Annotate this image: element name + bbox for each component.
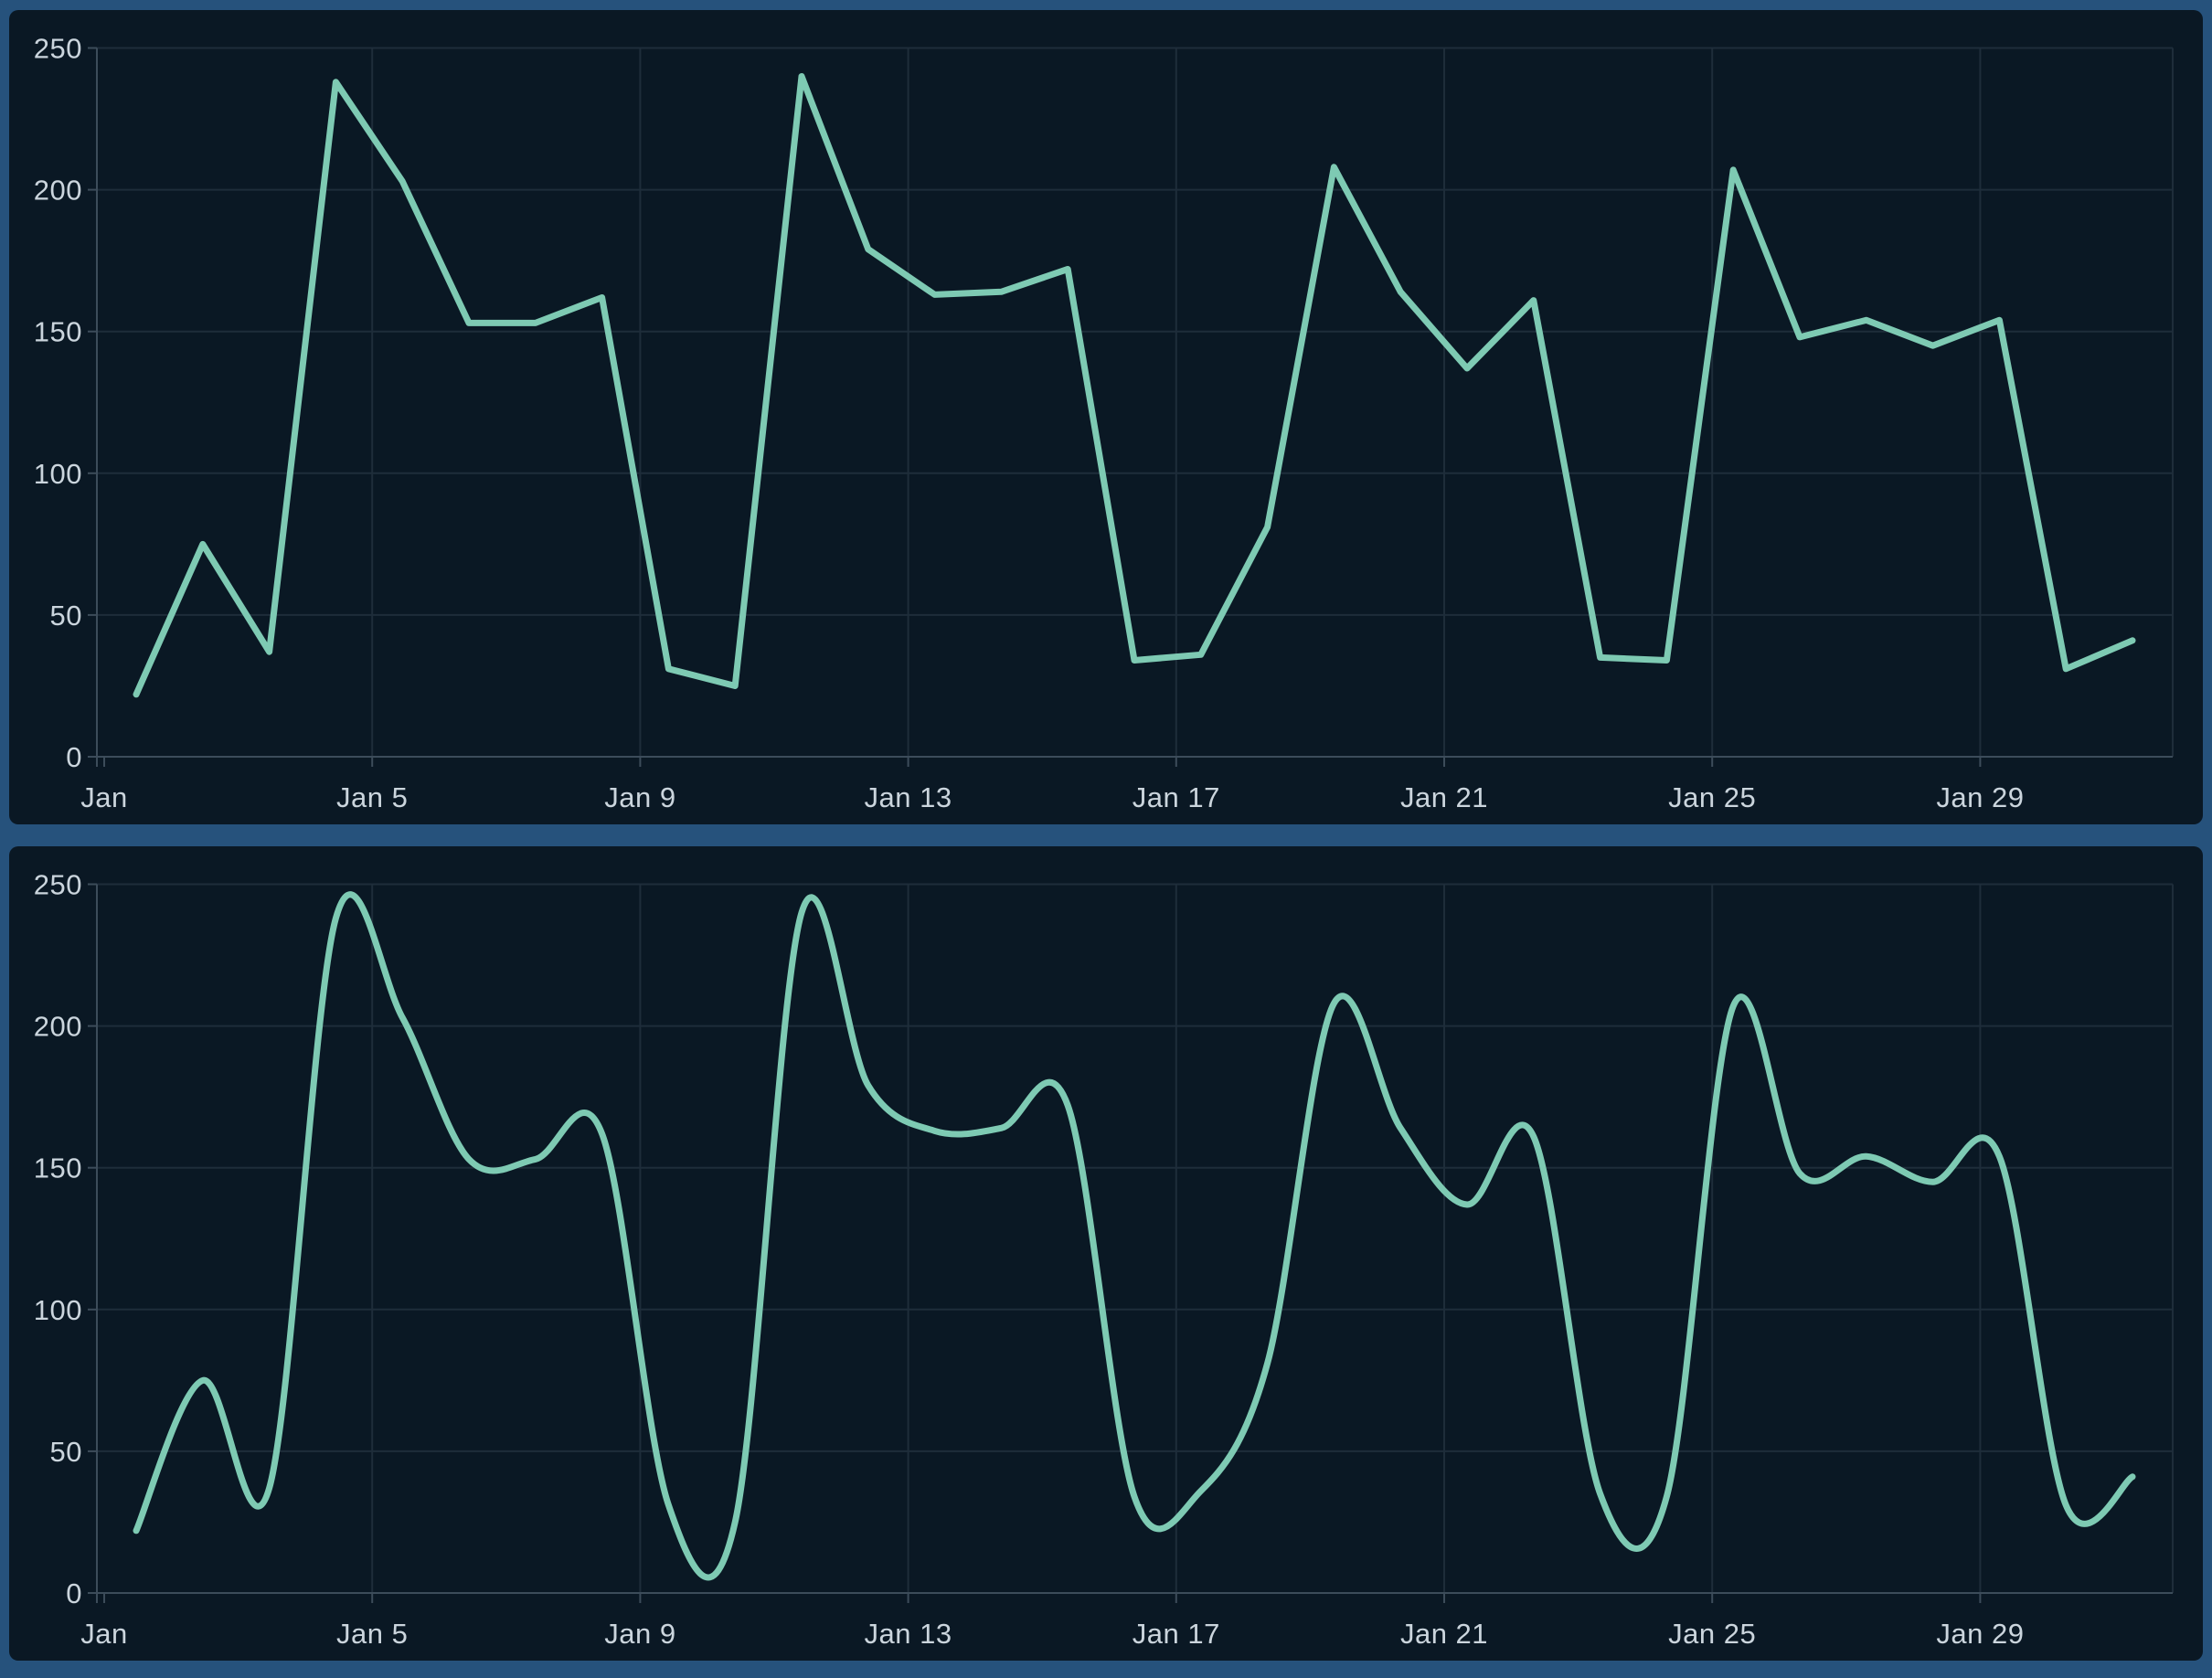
x-tick-label: Jan 9 xyxy=(604,1618,675,1650)
x-tick-label: Jan 9 xyxy=(604,781,675,813)
y-tick-label: 250 xyxy=(34,33,82,65)
y-tick-label: 150 xyxy=(34,316,82,348)
x-tick-label: Jan 25 xyxy=(1668,781,1756,813)
series-line xyxy=(133,73,2136,698)
x-tick-label: Jan 13 xyxy=(865,1618,952,1650)
x-tick-label: Jan 5 xyxy=(336,1618,408,1650)
x-tick-label: Jan 29 xyxy=(1936,781,2024,813)
y-tick-label: 250 xyxy=(34,869,82,901)
x-tick-label: Jan 25 xyxy=(1668,1618,1756,1650)
x-tick-label: Jan 5 xyxy=(336,781,408,813)
y-tick-label: 50 xyxy=(50,600,82,632)
x-tick-label: Jan 21 xyxy=(1400,781,1488,813)
y-tick-label: 100 xyxy=(34,458,82,490)
x-tick-label: Jan 13 xyxy=(865,781,952,813)
y-tick-label: 150 xyxy=(34,1152,82,1184)
top-chart-panel: 0 50 100 150 200 250 Jan Jan 5 Jan 9 Jan 13 Jan 17… xyxy=(9,10,2203,824)
line-chart-smoothed[interactable]: 0 50 100 150 200 250 Jan Jan 5 Jan 9 Jan 13 Jan 17… xyxy=(9,846,2203,1661)
bottom-chart-panel: 0 50 100 150 200 250 Jan Jan 5 Jan 9 Jan 13 Jan 17… xyxy=(9,846,2203,1661)
y-tick-label: 0 xyxy=(66,741,82,773)
y-tick-label: 200 xyxy=(34,175,82,207)
x-tick-label: Jan 17 xyxy=(1133,1618,1220,1650)
y-tick-label: 50 xyxy=(50,1436,82,1468)
y-tick-label: 100 xyxy=(34,1294,82,1326)
y-tick-label: 200 xyxy=(34,1011,82,1043)
y-tick-label: 0 xyxy=(66,1577,82,1609)
x-tick-label: Jan 29 xyxy=(1936,1618,2024,1650)
x-tick-label: Jan 17 xyxy=(1133,781,1220,813)
series-line xyxy=(133,891,2136,1581)
x-tick-label: Jan 21 xyxy=(1400,1618,1488,1650)
x-tick-label: Jan xyxy=(80,1618,127,1650)
line-chart-linear[interactable]: 0 50 100 150 200 250 Jan Jan 5 Jan 9 Jan 13 Jan 17… xyxy=(9,10,2203,824)
x-tick-label: Jan xyxy=(80,781,127,813)
